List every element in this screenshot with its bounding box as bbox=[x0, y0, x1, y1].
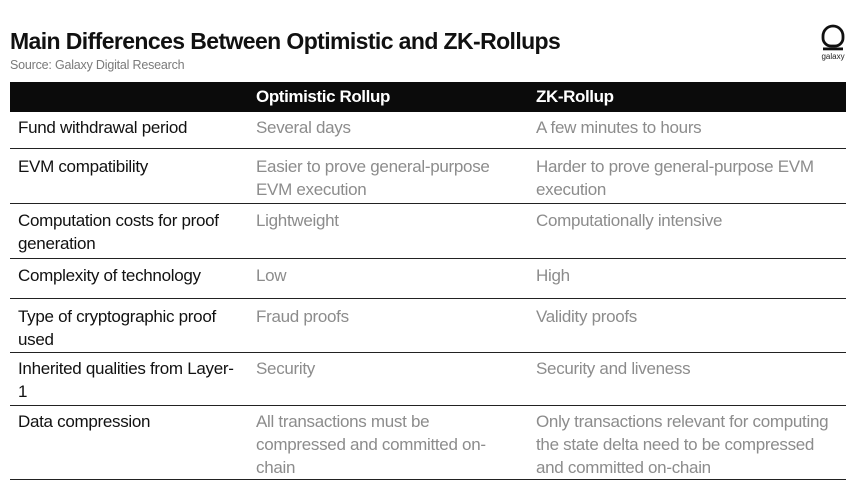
logo-wordmark: galaxy bbox=[821, 52, 845, 61]
table-header-row: Optimistic Rollup ZK-Rollup bbox=[10, 82, 846, 112]
row-label: Type of cryptographic proof used bbox=[10, 298, 248, 353]
optimistic-value: All transactions must be compressed and … bbox=[248, 405, 528, 480]
zk-value: Validity proofs bbox=[528, 298, 846, 353]
row-label: Fund withdrawal period bbox=[10, 112, 248, 149]
source-caption: Source: Galaxy Digital Research bbox=[10, 58, 185, 72]
galaxy-logo-icon bbox=[821, 24, 845, 51]
table-row: EVM compatibility Easier to prove genera… bbox=[10, 148, 846, 204]
header-empty-cell bbox=[10, 82, 248, 112]
zk-value: Security and liveness bbox=[528, 352, 846, 406]
zk-value: Only transactions relevant for computing… bbox=[528, 405, 846, 480]
optimistic-value: Security bbox=[248, 352, 528, 406]
zk-value: High bbox=[528, 258, 846, 299]
table-row: Fund withdrawal period Several days A fe… bbox=[10, 112, 846, 149]
header-zk-rollup: ZK-Rollup bbox=[528, 82, 846, 112]
optimistic-value: Low bbox=[248, 258, 528, 299]
optimistic-value: Several days bbox=[248, 112, 528, 149]
table-row: Data compression All transactions must b… bbox=[10, 405, 846, 480]
galaxy-logo: galaxy bbox=[818, 22, 848, 64]
comparison-table: Optimistic Rollup ZK-Rollup Fund withdra… bbox=[10, 82, 846, 480]
row-label: Computation costs for proof generation bbox=[10, 203, 248, 259]
optimistic-value: Lightweight bbox=[248, 203, 528, 259]
table-row: Complexity of technology Low High bbox=[10, 258, 846, 299]
row-label: EVM compatibility bbox=[10, 148, 248, 204]
page-title: Main Differences Between Optimistic and … bbox=[10, 28, 561, 54]
row-label: Complexity of technology bbox=[10, 258, 248, 299]
row-label: Inherited qualities from Layer-1 bbox=[10, 352, 248, 406]
optimistic-value: Easier to prove general-purpose EVM exec… bbox=[248, 148, 528, 204]
optimistic-value: Fraud proofs bbox=[248, 298, 528, 353]
table-row: Computation costs for proof generation L… bbox=[10, 203, 846, 259]
zk-value: Harder to prove general-purpose EVM exec… bbox=[528, 148, 846, 204]
zk-value: Computationally intensive bbox=[528, 203, 846, 259]
table-row: Type of cryptographic proof used Fraud p… bbox=[10, 298, 846, 353]
zk-value: A few minutes to hours bbox=[528, 112, 846, 149]
header-optimistic-rollup: Optimistic Rollup bbox=[248, 82, 528, 112]
row-label: Data compression bbox=[10, 405, 248, 480]
table-row: Inherited qualities from Layer-1 Securit… bbox=[10, 352, 846, 406]
